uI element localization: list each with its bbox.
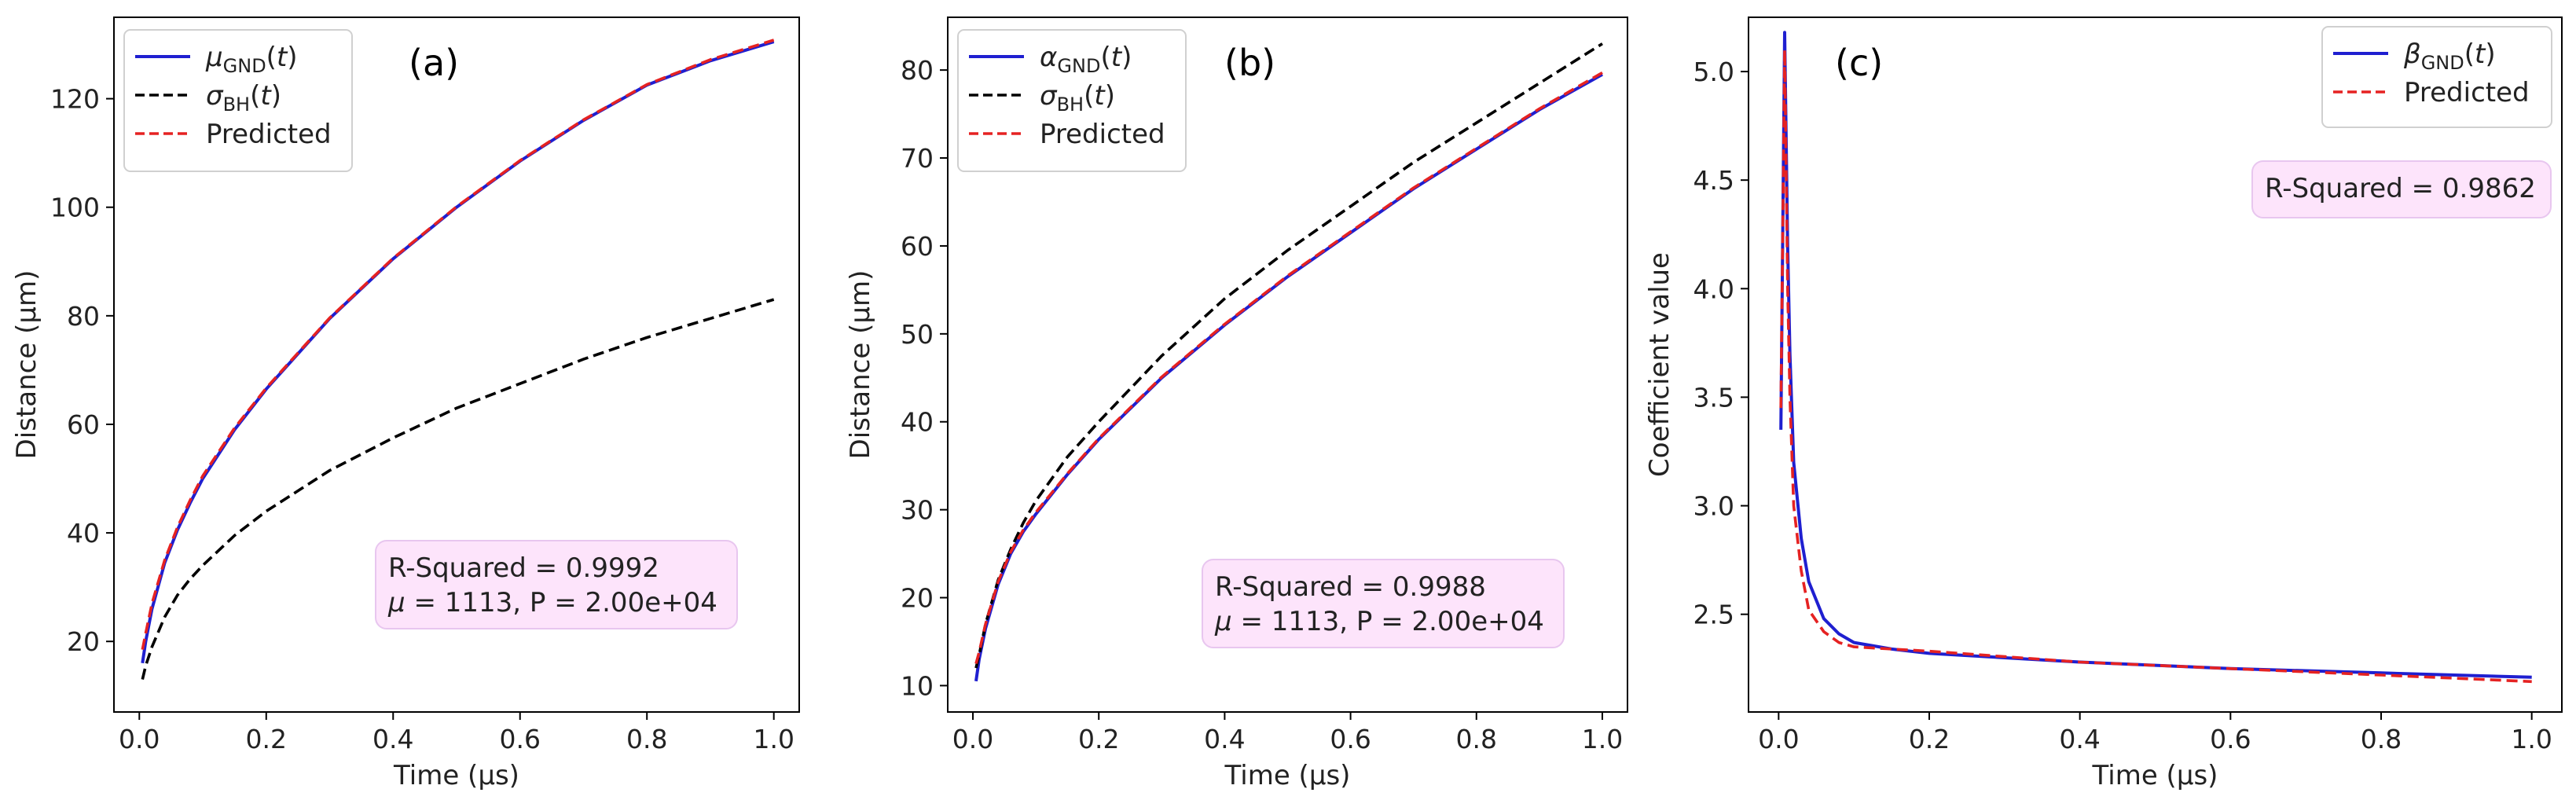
x-tick-label: 0.6: [1330, 724, 1371, 754]
r-squared-text: R-Squared = 0.9988: [1215, 571, 1486, 603]
x-tick-label: 0.2: [246, 724, 287, 754]
series-line-predicted: [1779, 48, 2532, 684]
legend-entry-label: Predicted: [2404, 77, 2530, 108]
y-tick-label: 3.5: [1693, 382, 1734, 413]
chart-panel-2: 0.0 0.2 0.4 0.6 0.8 1.0 10 20 30 40 50 60 70 80 Time (…: [845, 17, 1628, 791]
annotation-background: [1202, 559, 1565, 648]
x-tick-label: 0.8: [626, 724, 667, 754]
series-line-bht: [141, 298, 775, 681]
series-line-predicted: [974, 71, 1603, 664]
x-tick-label: 0.6: [2210, 724, 2251, 754]
y-tick-label: 5.0: [1693, 57, 1734, 87]
panel-label: (c): [1835, 42, 1883, 84]
annotation-background: [375, 540, 738, 629]
legend-entry-label: μGND(t): [205, 42, 298, 77]
y-tick-label: 2.5: [1693, 600, 1734, 630]
r-squared-text: R-Squared = 0.9862: [2265, 173, 2536, 204]
x-axis-label: Time (μs): [2092, 760, 2218, 791]
y-tick-label: 50: [901, 319, 934, 350]
chart-panel-3: 0.0 0.2 0.4 0.6 0.8 1.0 2.5 3.0 3.5 4.0 4.5 5.0 Time…: [1644, 17, 2563, 791]
legend-entry-label: σBH(t): [1040, 80, 1115, 116]
x-tick-label: 1.0: [2511, 724, 2552, 754]
axes-frame: [947, 17, 1628, 713]
series-line-gndt: [1779, 31, 2532, 679]
annotation-box: R-Squared = 0.9862: [2251, 160, 2552, 218]
panels: 0.0 0.2 0.4 0.6 0.8 1.0 20 40 60 80 100 120 Time (μs…: [11, 17, 2563, 791]
legend: αGND(t)σBH(t)Predicted: [957, 29, 1187, 172]
x-tick-label: 0.4: [1204, 724, 1245, 754]
y-tick-label: 70: [901, 143, 934, 174]
y-tick-label: 120: [50, 84, 100, 115]
x-tick-label: 0.0: [1758, 724, 1799, 754]
y-axis-label: Distance (μm): [11, 270, 42, 460]
series-group: [974, 42, 1603, 682]
x-tick-label: 0.2: [1078, 724, 1119, 754]
x-axis-label: Time (μs): [393, 760, 519, 791]
x-tick-label: 1.0: [1582, 724, 1623, 754]
y-tick-label: 30: [901, 495, 934, 526]
x-tick-label: 0.4: [2059, 724, 2100, 754]
x-tick-label: 0.8: [2361, 724, 2402, 754]
params-text: μ = 1113, P = 2.00e+04: [1214, 606, 1544, 637]
y-tick-label: 80: [67, 301, 100, 332]
y-tick-label: 20: [67, 626, 100, 657]
y-tick-label: 10: [901, 670, 934, 701]
legend-entry-label: Predicted: [1040, 119, 1165, 150]
params-text: μ = 1113, P = 2.00e+04: [387, 587, 717, 618]
y-tick-label: 40: [67, 518, 100, 549]
chart-panel-1: 0.0 0.2 0.4 0.6 0.8 1.0 20 40 60 80 100 120 Time (μs…: [11, 17, 800, 791]
panel-label: (b): [1224, 42, 1275, 84]
annotation-background: [2251, 160, 2552, 218]
legend-box: [957, 29, 1187, 172]
series-line-predicted: [141, 39, 775, 650]
y-tick-label: 40: [901, 407, 934, 438]
y-tick-label: 100: [50, 193, 100, 223]
y-axis-label: Distance (μm): [845, 270, 876, 460]
legend-entry-label: αGND(t): [1040, 42, 1132, 77]
y-tick-label: 3.0: [1693, 491, 1734, 522]
x-axis-label: Time (μs): [1224, 760, 1351, 791]
series-group: [1779, 31, 2532, 684]
x-tick-label: 0.8: [1456, 724, 1497, 754]
axes-frame: [1748, 17, 2563, 713]
y-tick-label: 4.0: [1693, 273, 1734, 304]
x-tick-label: 0.4: [372, 724, 413, 754]
legend: βGND(t)Predicted: [2321, 26, 2552, 128]
x-tick-label: 0.0: [952, 724, 993, 754]
y-tick-label: 20: [901, 583, 934, 614]
x-tick-label: 0.2: [1909, 724, 1950, 754]
y-tick-label: 60: [901, 231, 934, 262]
legend: μGND(t)σBH(t)Predicted: [123, 29, 353, 172]
series-group: [141, 39, 775, 681]
legend-entry-label: Predicted: [206, 119, 332, 150]
y-tick-label: 80: [901, 55, 934, 86]
x-tick-label: 0.0: [119, 724, 160, 754]
panel-label: (a): [409, 42, 459, 84]
y-tick-label: 4.5: [1693, 165, 1734, 196]
legend-box: [123, 29, 353, 172]
y-tick-label: 60: [67, 409, 100, 440]
legend-entry-label: σBH(t): [206, 80, 281, 116]
r-squared-text: R-Squared = 0.9992: [388, 552, 659, 584]
y-axis-label: Coefficient value: [1644, 252, 1675, 477]
axes-frame: [113, 17, 800, 713]
x-tick-label: 1.0: [753, 724, 794, 754]
legend-entry-label: βGND(t): [2403, 39, 2496, 74]
x-tick-label: 0.6: [499, 724, 540, 754]
